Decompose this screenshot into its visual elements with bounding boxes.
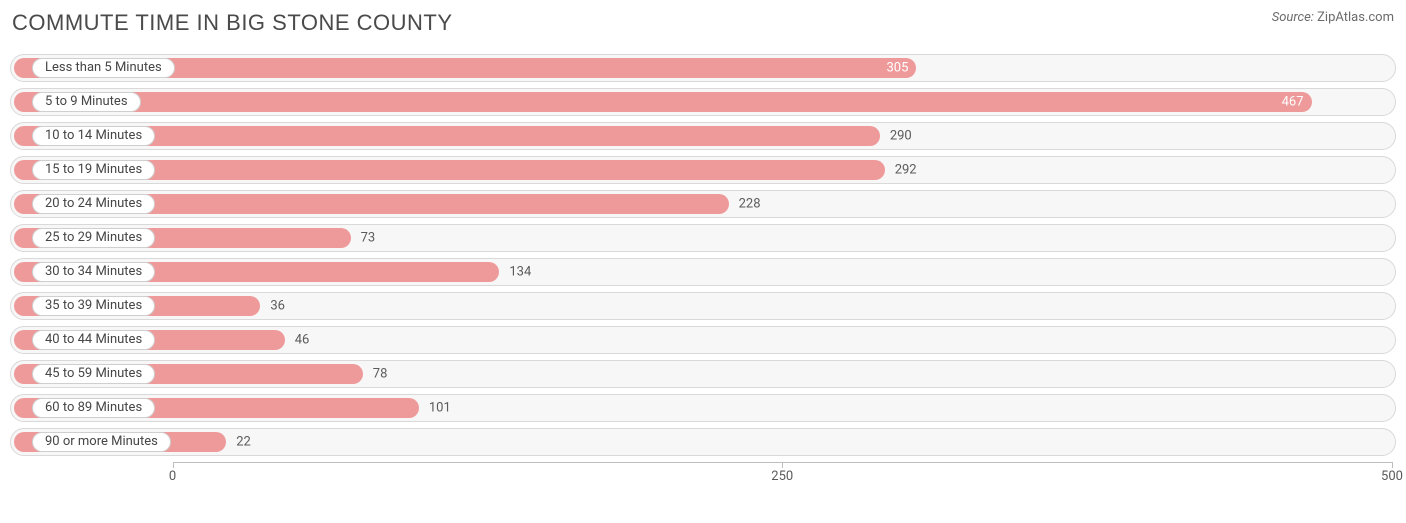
bar-row: 5 to 9 Minutes 467	[10, 88, 1396, 116]
category-label: 20 to 24 Minutes	[32, 194, 155, 214]
bar-row: 20 to 24 Minutes 228	[10, 190, 1396, 218]
value-label: 305	[886, 61, 908, 76]
axis-tick	[782, 462, 783, 468]
axis-tick	[1392, 462, 1393, 468]
value-label: 290	[890, 129, 912, 144]
value-label: 467	[1282, 95, 1304, 110]
bar-row: 45 to 59 Minutes 78	[10, 360, 1396, 388]
axis-tick-label: 0	[169, 469, 176, 484]
bar-row: 30 to 34 Minutes 134	[10, 258, 1396, 286]
category-label: 35 to 39 Minutes	[32, 296, 155, 316]
category-label: 90 or more Minutes	[32, 432, 171, 452]
chart-container: COMMUTE TIME IN BIG STONE COUNTY Source:…	[0, 0, 1406, 488]
category-label: 25 to 29 Minutes	[32, 228, 155, 248]
value-label: 73	[361, 231, 376, 246]
axis-tick	[173, 462, 174, 468]
value-label: 228	[739, 197, 761, 212]
x-axis: 0250500	[10, 462, 1396, 488]
category-label: Less than 5 Minutes	[32, 58, 175, 78]
bar-row: 40 to 44 Minutes 46	[10, 326, 1396, 354]
axis-tick-label: 500	[1381, 469, 1403, 484]
bars-area: Less than 5 Minutes 305 5 to 9 Minutes 467 1…	[10, 54, 1396, 456]
bar-row: 25 to 29 Minutes 73	[10, 224, 1396, 252]
category-label: 30 to 34 Minutes	[32, 262, 155, 282]
value-label: 292	[895, 163, 917, 178]
value-label: 22	[236, 435, 251, 450]
chart-title: COMMUTE TIME IN BIG STONE COUNTY	[12, 10, 453, 36]
value-label: 78	[373, 367, 388, 382]
source-label: Source:	[1272, 10, 1314, 25]
bar-row: 60 to 89 Minutes 101	[10, 394, 1396, 422]
bar-row: Less than 5 Minutes 305	[10, 54, 1396, 82]
category-label: 45 to 59 Minutes	[32, 364, 155, 384]
value-label: 36	[270, 299, 285, 314]
bar-row: 10 to 14 Minutes 290	[10, 122, 1396, 150]
category-label: 40 to 44 Minutes	[32, 330, 155, 350]
value-label: 101	[429, 401, 451, 416]
category-label: 5 to 9 Minutes	[32, 92, 141, 112]
value-label: 46	[295, 333, 310, 348]
axis-tick-label: 250	[771, 469, 793, 484]
category-label: 15 to 19 Minutes	[32, 160, 155, 180]
bar-row: 90 or more Minutes 22	[10, 428, 1396, 456]
category-label: 10 to 14 Minutes	[32, 126, 155, 146]
bar-row: 35 to 39 Minutes 36	[10, 292, 1396, 320]
chart-header: COMMUTE TIME IN BIG STONE COUNTY Source:…	[10, 10, 1396, 36]
category-label: 60 to 89 Minutes	[32, 398, 155, 418]
value-label: 134	[509, 265, 531, 280]
bar-row: 15 to 19 Minutes 292	[10, 156, 1396, 184]
source-value: ZipAtlas.com	[1317, 10, 1394, 25]
bar-fill	[14, 92, 1312, 112]
chart-source: Source: ZipAtlas.com	[1272, 10, 1394, 25]
